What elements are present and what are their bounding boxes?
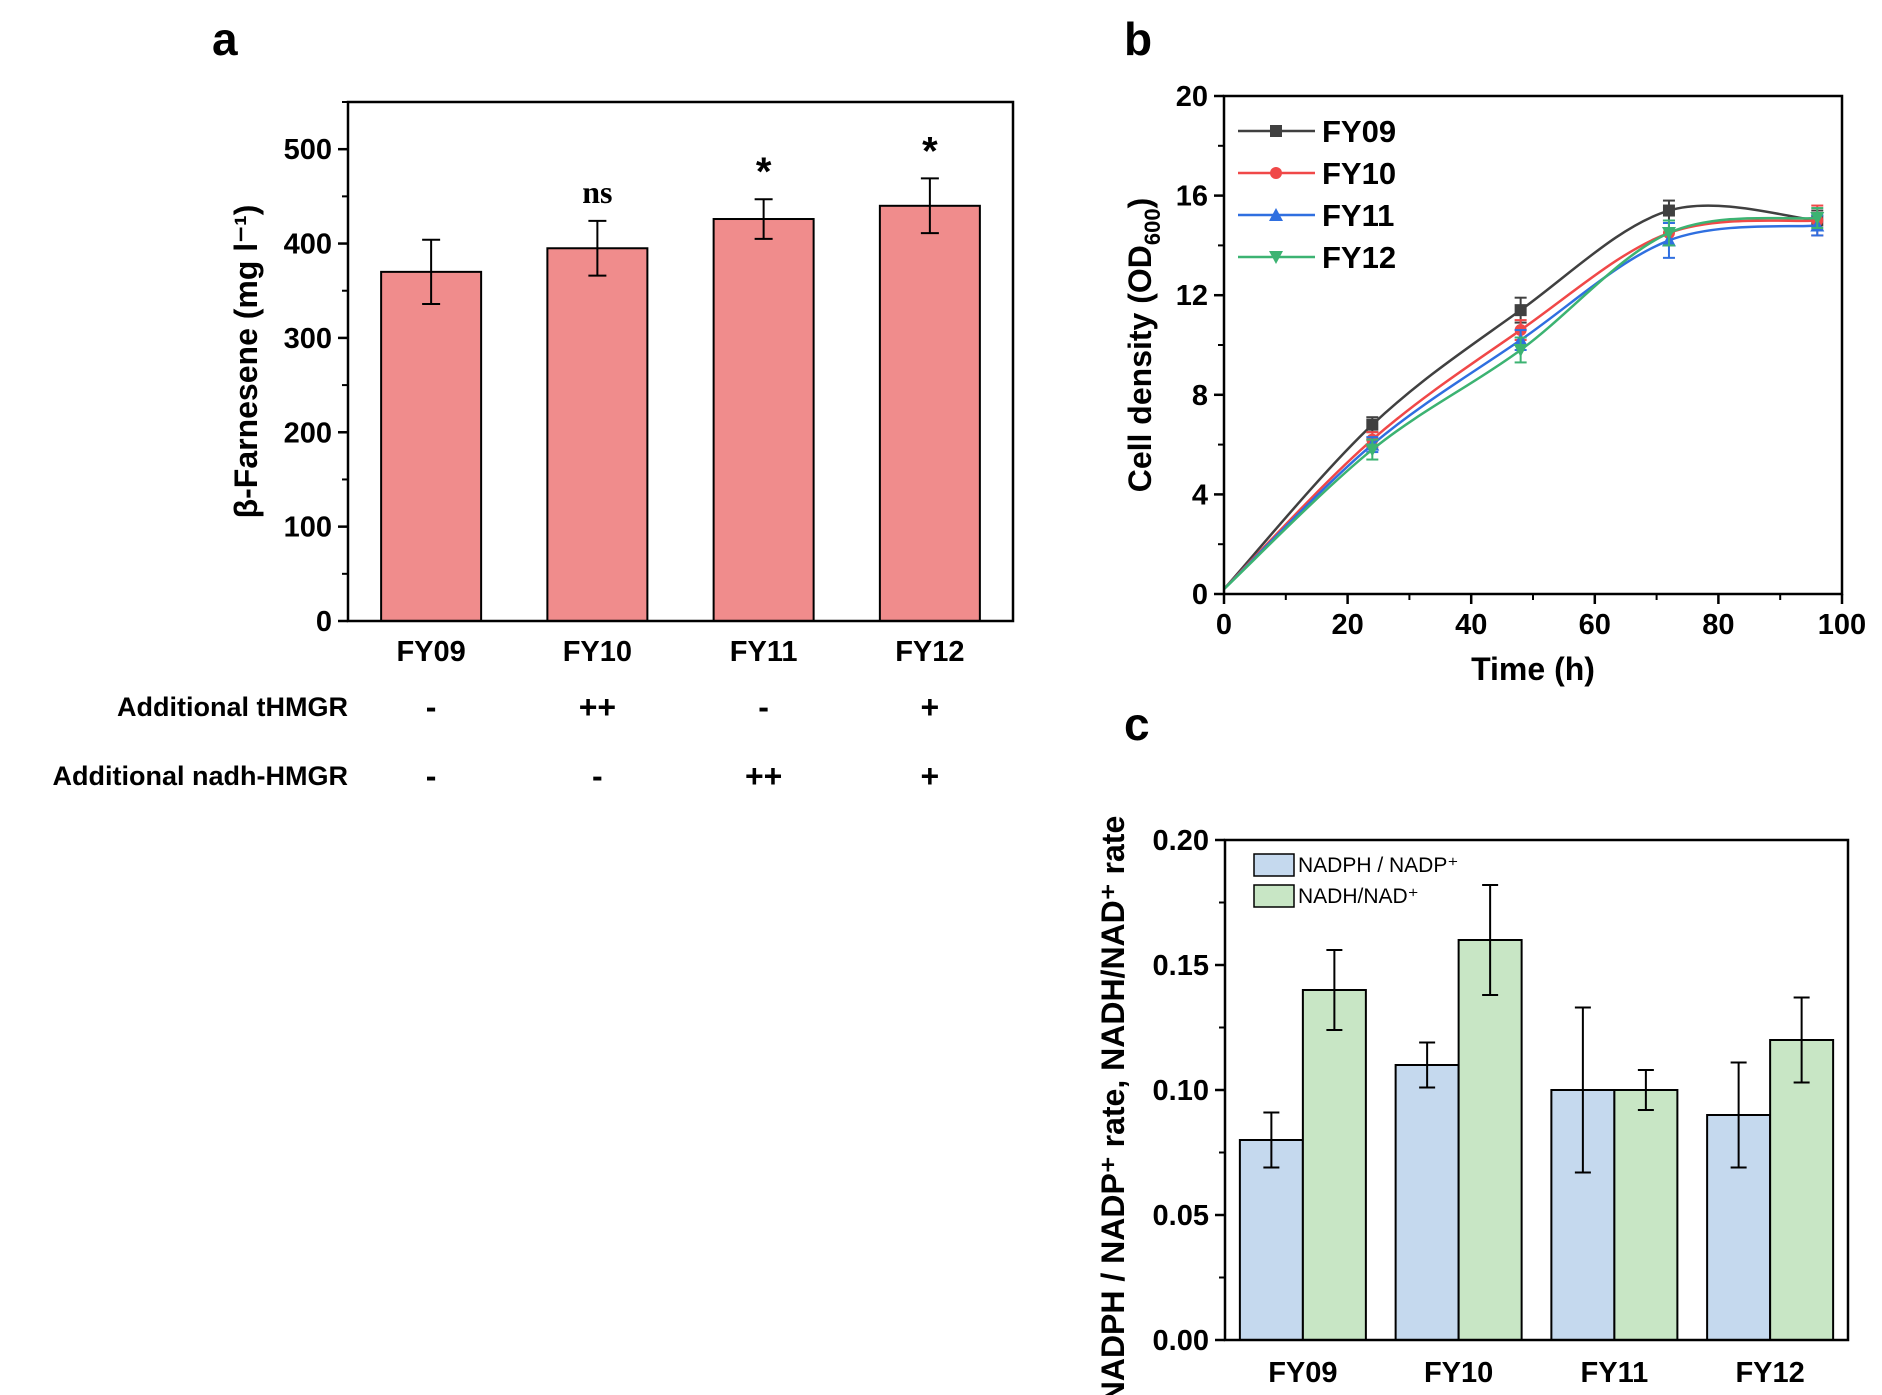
- y-tick-label: 16: [1176, 181, 1208, 213]
- y-tick-label: 300: [284, 323, 332, 355]
- panel-a-letter: a: [212, 13, 238, 65]
- x-tick-label: 100: [1818, 609, 1866, 641]
- y-axis-title: β-Farnesene (mg l⁻¹): [228, 205, 264, 519]
- legend-label-fy11: FY11: [1322, 198, 1394, 233]
- data-point-fy09: [1662, 204, 1675, 217]
- bar-fy09-series-2: [1301, 989, 1367, 1341]
- y-tick-label: 0.20: [1153, 825, 1209, 857]
- series-line-fy11: [1223, 224, 1818, 590]
- condition-row-label: Additional tHMGR: [117, 692, 348, 722]
- data-point-fy09: [1366, 418, 1379, 431]
- x-tick-label: FY11: [1581, 1357, 1649, 1389]
- panel-c-letter: c: [1124, 698, 1150, 750]
- legend-label-series-1: NADPH / NADP⁺: [1298, 854, 1458, 877]
- x-axis-title: Time (h): [1471, 651, 1595, 687]
- y-tick-label: 20: [1176, 81, 1208, 113]
- bar-fy09-series-1: [1238, 1139, 1304, 1341]
- panel-c-chart: FY09 FY10 FY11 FY12 0.00 0.05 0.10 0.15 0.20 NADP…: [1095, 816, 1850, 1395]
- condition-mark: -: [592, 758, 603, 794]
- y-tick-label: 100: [284, 512, 332, 544]
- plot-frame: [346, 100, 1015, 623]
- x-tick-label: 60: [1579, 609, 1611, 641]
- y-tick-label: 12: [1176, 280, 1208, 312]
- y-tick-label: 400: [284, 229, 332, 261]
- y-tick-label: 0: [1192, 579, 1208, 611]
- bar-fy12: [878, 204, 981, 623]
- x-tick-label: 40: [1455, 609, 1487, 641]
- x-tick-label: FY11: [730, 636, 798, 668]
- bar-fy10: [546, 247, 649, 622]
- data-point-fy12: [1365, 443, 1380, 457]
- legend-marker-fy11: [1269, 208, 1283, 221]
- x-tick-label: FY12: [895, 636, 964, 668]
- significance-label-fy10: ns: [582, 174, 612, 210]
- y-tick-label: 0.00: [1153, 1325, 1209, 1357]
- panel-b-chart: 0 20 40 60 80 100 0 4 8 12 16 20 FY09 FY10 FY11 FY12 Tim…: [1122, 81, 1866, 687]
- bar-fy10-series-2: [1457, 939, 1523, 1341]
- legend-label-fy10: FY10: [1322, 156, 1396, 191]
- panel-a-chart: FY09 ns FY10 * FY11 * FY12 0 100 200 300 400 500 β-Fa…: [53, 100, 1015, 794]
- condition-mark: -: [426, 758, 437, 794]
- data-point-fy12: [1661, 226, 1676, 240]
- condition-mark: +: [921, 689, 940, 725]
- condition-mark: ++: [579, 689, 616, 725]
- x-tick-label: FY09: [396, 636, 465, 668]
- series-line-fy10: [1223, 219, 1818, 590]
- condition-row-label: Additional nadh-HMGR: [53, 761, 348, 791]
- x-tick-label: 0: [1216, 609, 1232, 641]
- y-tick-label: 0.05: [1153, 1200, 1209, 1232]
- plot-frame: [1222, 94, 1844, 596]
- y-tick-label: 0.10: [1153, 1075, 1209, 1107]
- legend-marker-fy10: [1270, 167, 1282, 179]
- legend-swatch-series-2: [1253, 884, 1295, 908]
- x-tick-label: FY12: [1735, 1357, 1804, 1389]
- bar-fy11: [712, 218, 815, 623]
- legend-label-series-2: NADH/NAD⁺: [1298, 885, 1419, 908]
- legend-swatch-series-1: [1253, 853, 1295, 877]
- x-tick-label: FY10: [1424, 1357, 1493, 1389]
- bar-fy10-series-1: [1394, 1064, 1460, 1341]
- y-tick-label: 500: [284, 134, 332, 166]
- y-axis-title: NADPH / NADP⁺ rate, NADH/NAD⁺ rate: [1095, 816, 1131, 1395]
- y-tick-label: 8: [1192, 380, 1208, 412]
- x-tick-label: FY09: [1268, 1357, 1337, 1389]
- x-tick-label: 80: [1702, 609, 1734, 641]
- series-line-fy12: [1223, 216, 1818, 590]
- y-tick-label: 200: [284, 417, 332, 449]
- x-tick-label: 20: [1331, 609, 1363, 641]
- x-tick-label: FY10: [563, 636, 632, 668]
- condition-mark: ++: [745, 758, 782, 794]
- data-point-fy09: [1514, 304, 1527, 317]
- condition-mark: -: [758, 689, 769, 725]
- significance-label-fy12: *: [922, 129, 938, 173]
- legend-label-fy12: FY12: [1322, 240, 1396, 275]
- legend-marker-fy12: [1269, 251, 1283, 264]
- bar-fy11-series-2: [1613, 1089, 1679, 1341]
- legend-label-fy09: FY09: [1322, 114, 1396, 149]
- bar-fy12-series-2: [1769, 1039, 1835, 1341]
- data-point-fy12: [1810, 212, 1825, 226]
- y-axis-title: Cell density (OD600): [1122, 198, 1165, 493]
- condition-mark: +: [921, 758, 940, 794]
- significance-label-fy11: *: [756, 150, 772, 194]
- y-tick-label: 4: [1192, 479, 1208, 511]
- y-tick-label: 0: [316, 606, 332, 638]
- bar-fy09: [380, 270, 483, 622]
- condition-mark: -: [426, 689, 437, 725]
- data-point-fy12: [1513, 343, 1528, 357]
- legend-marker-fy09: [1270, 125, 1282, 137]
- panel-b-letter: b: [1124, 13, 1152, 65]
- y-tick-label: 0.15: [1153, 950, 1209, 982]
- series-line-fy09: [1223, 204, 1818, 590]
